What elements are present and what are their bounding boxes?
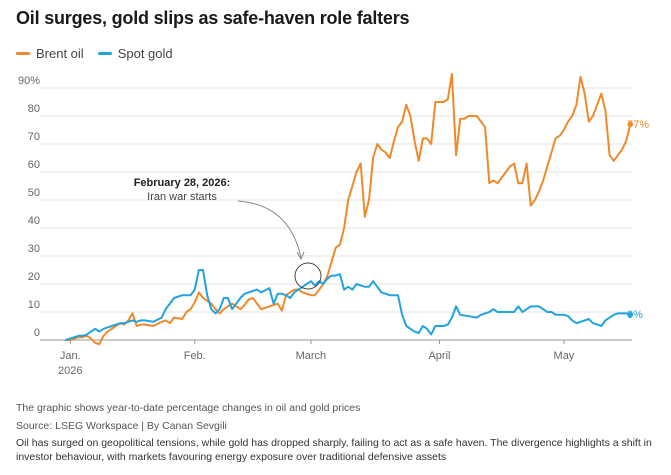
series-end-dot-spot-gold	[627, 312, 634, 318]
y-tick-label-90: 90%	[18, 75, 40, 87]
y-tick-label-0: 0	[34, 327, 40, 339]
y-tick-label-20: 20	[28, 271, 40, 283]
legend-swatch-gold	[97, 52, 112, 55]
y-tick-label-40: 40	[28, 215, 40, 227]
legend: Brent oil Spot gold	[16, 46, 173, 61]
x-tick-label-april: April	[428, 350, 450, 362]
x-axis-tick-labels: Jan. 2026 Feb. March April May	[58, 340, 575, 377]
annotation-arrow	[237, 200, 302, 259]
annotation-arrowhead	[296, 251, 305, 261]
x-tick-label-feb: Feb.	[184, 350, 206, 362]
end-label-gold: 9%	[627, 309, 643, 321]
gridlines	[40, 87, 632, 341]
y-tick-label-80: 80	[28, 103, 40, 115]
annotation-circle	[294, 262, 322, 290]
chart-source: Source: LSEG Workspace | By Canan Sevgil…	[16, 420, 227, 432]
legend-label-brent: Brent oil	[36, 46, 84, 61]
series-line-brent-oil	[65, 73, 632, 346]
line-chart: 0 10 20 30 40 50 60 70 80 90% Jan. 2026 Feb. March Ap…	[18, 73, 649, 377]
chart-title: Oil surges, gold slips as safe-haven rol…	[16, 8, 410, 28]
legend-label-gold: Spot gold	[117, 46, 173, 61]
annotation-text: Iran war starts	[147, 191, 217, 203]
x-tick-label-may: May	[554, 350, 575, 362]
series-lines	[65, 73, 634, 346]
chart-description: The graphic shows year-to-date percentag…	[16, 402, 361, 414]
y-tick-label-10: 10	[28, 299, 40, 311]
annotation-date: February 28, 2026:	[134, 177, 231, 189]
legend-item-brent: Brent oil	[16, 46, 84, 61]
chart-caption: Oil has surged on geopolitical tensions,…	[16, 437, 652, 463]
legend-swatch-brent	[16, 52, 30, 55]
legend-item-gold: Spot gold	[97, 46, 173, 61]
end-label-brent: 77%	[627, 119, 649, 131]
end-labels: 77% 9%	[627, 119, 649, 321]
y-tick-label-30: 30	[28, 243, 40, 255]
y-tick-label-50: 50	[28, 187, 40, 199]
series-line-spot-gold	[65, 269, 632, 341]
y-tick-label-70: 70	[28, 131, 40, 143]
series-end-dot-brent-oil	[627, 121, 634, 128]
y-tick-label-60: 60	[28, 159, 40, 171]
y-axis-tick-labels: 0 10 20 30 40 50 60 70 80 90%	[18, 75, 40, 339]
x-tick-label-jan: Jan.	[60, 350, 81, 362]
x-tick-sublabel-year: 2026	[58, 365, 82, 377]
x-tick-label-march: March	[296, 350, 327, 362]
annotation: February 28, 2026: Iran war starts	[134, 177, 322, 290]
